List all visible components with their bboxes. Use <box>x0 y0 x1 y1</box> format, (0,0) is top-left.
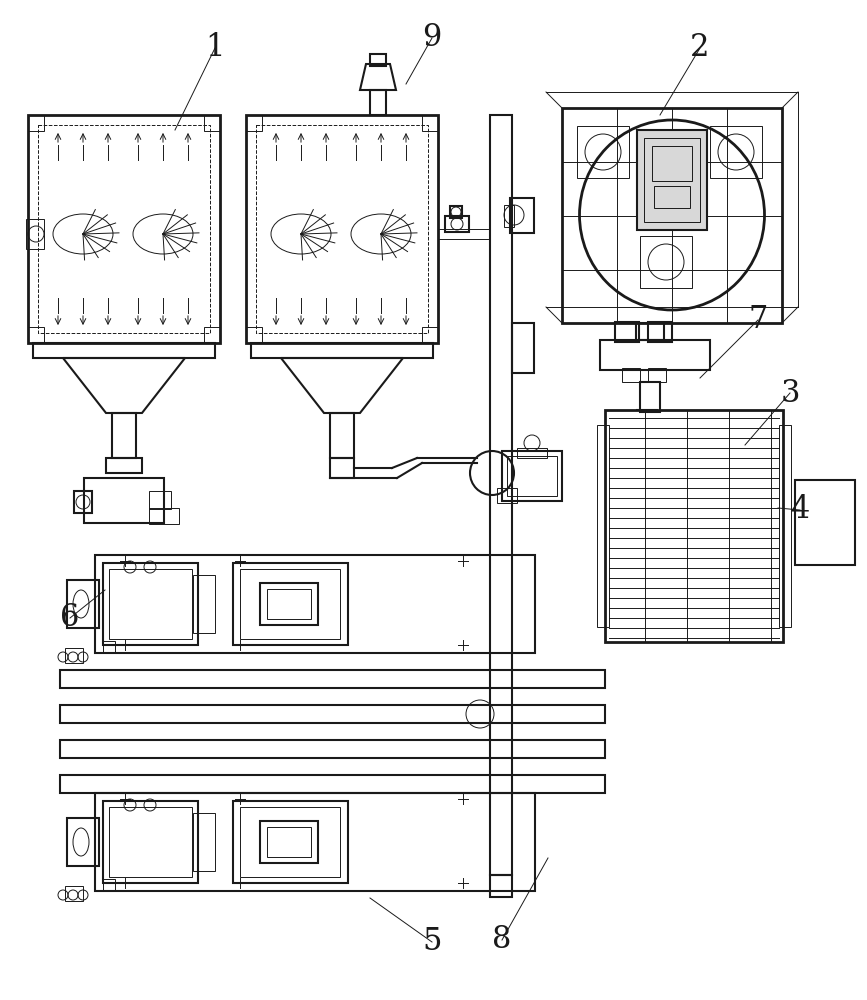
Bar <box>240 807 340 877</box>
Text: 7: 7 <box>748 304 767 336</box>
Bar <box>622 368 640 382</box>
Text: 4: 4 <box>791 494 810 526</box>
Text: 9: 9 <box>422 22 441 53</box>
Bar <box>74 491 92 513</box>
Bar <box>330 413 354 458</box>
Bar <box>445 216 469 232</box>
Bar <box>779 425 791 627</box>
Bar <box>648 368 666 382</box>
Bar <box>67 580 99 628</box>
Bar <box>636 323 664 340</box>
Bar <box>510 198 534 233</box>
Bar <box>103 879 115 891</box>
Bar <box>67 818 99 866</box>
Bar <box>60 670 605 688</box>
Bar <box>260 821 318 863</box>
Bar <box>60 705 605 723</box>
Bar <box>193 575 215 633</box>
Bar <box>504 205 514 227</box>
Bar <box>517 448 547 458</box>
Bar <box>60 740 605 758</box>
Bar <box>256 125 428 333</box>
Bar <box>260 583 318 625</box>
Bar <box>502 451 562 501</box>
Bar <box>637 130 707 230</box>
Bar <box>204 327 220 343</box>
Bar <box>26 219 44 249</box>
Bar <box>490 875 512 897</box>
Bar <box>109 569 192 639</box>
Bar <box>246 115 438 343</box>
Bar <box>246 115 262 131</box>
Bar <box>600 340 710 370</box>
Bar <box>233 801 348 883</box>
Text: 8: 8 <box>492 924 512 956</box>
Bar <box>640 236 692 288</box>
Bar <box>204 115 220 131</box>
Bar <box>640 382 660 412</box>
Bar <box>112 413 136 458</box>
Bar <box>60 775 605 793</box>
Bar <box>233 563 348 645</box>
Bar <box>109 807 192 877</box>
Bar <box>149 508 179 524</box>
Bar <box>512 323 534 373</box>
Bar <box>615 322 639 342</box>
Bar <box>103 801 198 883</box>
Bar <box>597 425 609 627</box>
Bar <box>84 478 164 523</box>
Bar <box>95 793 535 891</box>
Bar <box>330 458 354 478</box>
Text: 3: 3 <box>780 377 799 408</box>
Bar <box>95 555 535 653</box>
Bar <box>149 491 171 509</box>
Bar <box>240 569 340 639</box>
Text: 2: 2 <box>690 32 710 64</box>
Bar <box>577 126 629 178</box>
Bar <box>644 138 700 222</box>
Bar <box>654 186 690 208</box>
Bar <box>605 410 783 642</box>
Bar <box>422 115 438 131</box>
Bar <box>103 563 198 645</box>
Bar <box>106 458 142 473</box>
Bar <box>370 54 386 66</box>
Bar <box>652 146 692 181</box>
Bar <box>497 488 517 503</box>
Bar <box>103 641 115 653</box>
Bar <box>370 90 386 115</box>
Bar <box>28 115 220 343</box>
Bar <box>38 125 210 333</box>
Bar <box>65 886 83 901</box>
Text: 1: 1 <box>205 32 225 64</box>
Bar <box>795 480 855 565</box>
Bar <box>267 827 311 857</box>
Bar <box>648 322 672 342</box>
Bar <box>28 327 44 343</box>
Bar <box>193 813 215 871</box>
Bar <box>710 126 762 178</box>
Bar <box>251 343 433 358</box>
Bar <box>490 115 512 875</box>
Text: 5: 5 <box>422 926 442 958</box>
Bar <box>562 108 782 323</box>
Bar <box>422 327 438 343</box>
Bar <box>246 327 262 343</box>
Text: 6: 6 <box>61 602 80 634</box>
Bar <box>33 343 215 358</box>
Bar <box>507 456 557 496</box>
Bar <box>28 115 44 131</box>
Bar <box>450 206 462 218</box>
Bar <box>267 589 311 619</box>
Bar <box>65 648 83 663</box>
